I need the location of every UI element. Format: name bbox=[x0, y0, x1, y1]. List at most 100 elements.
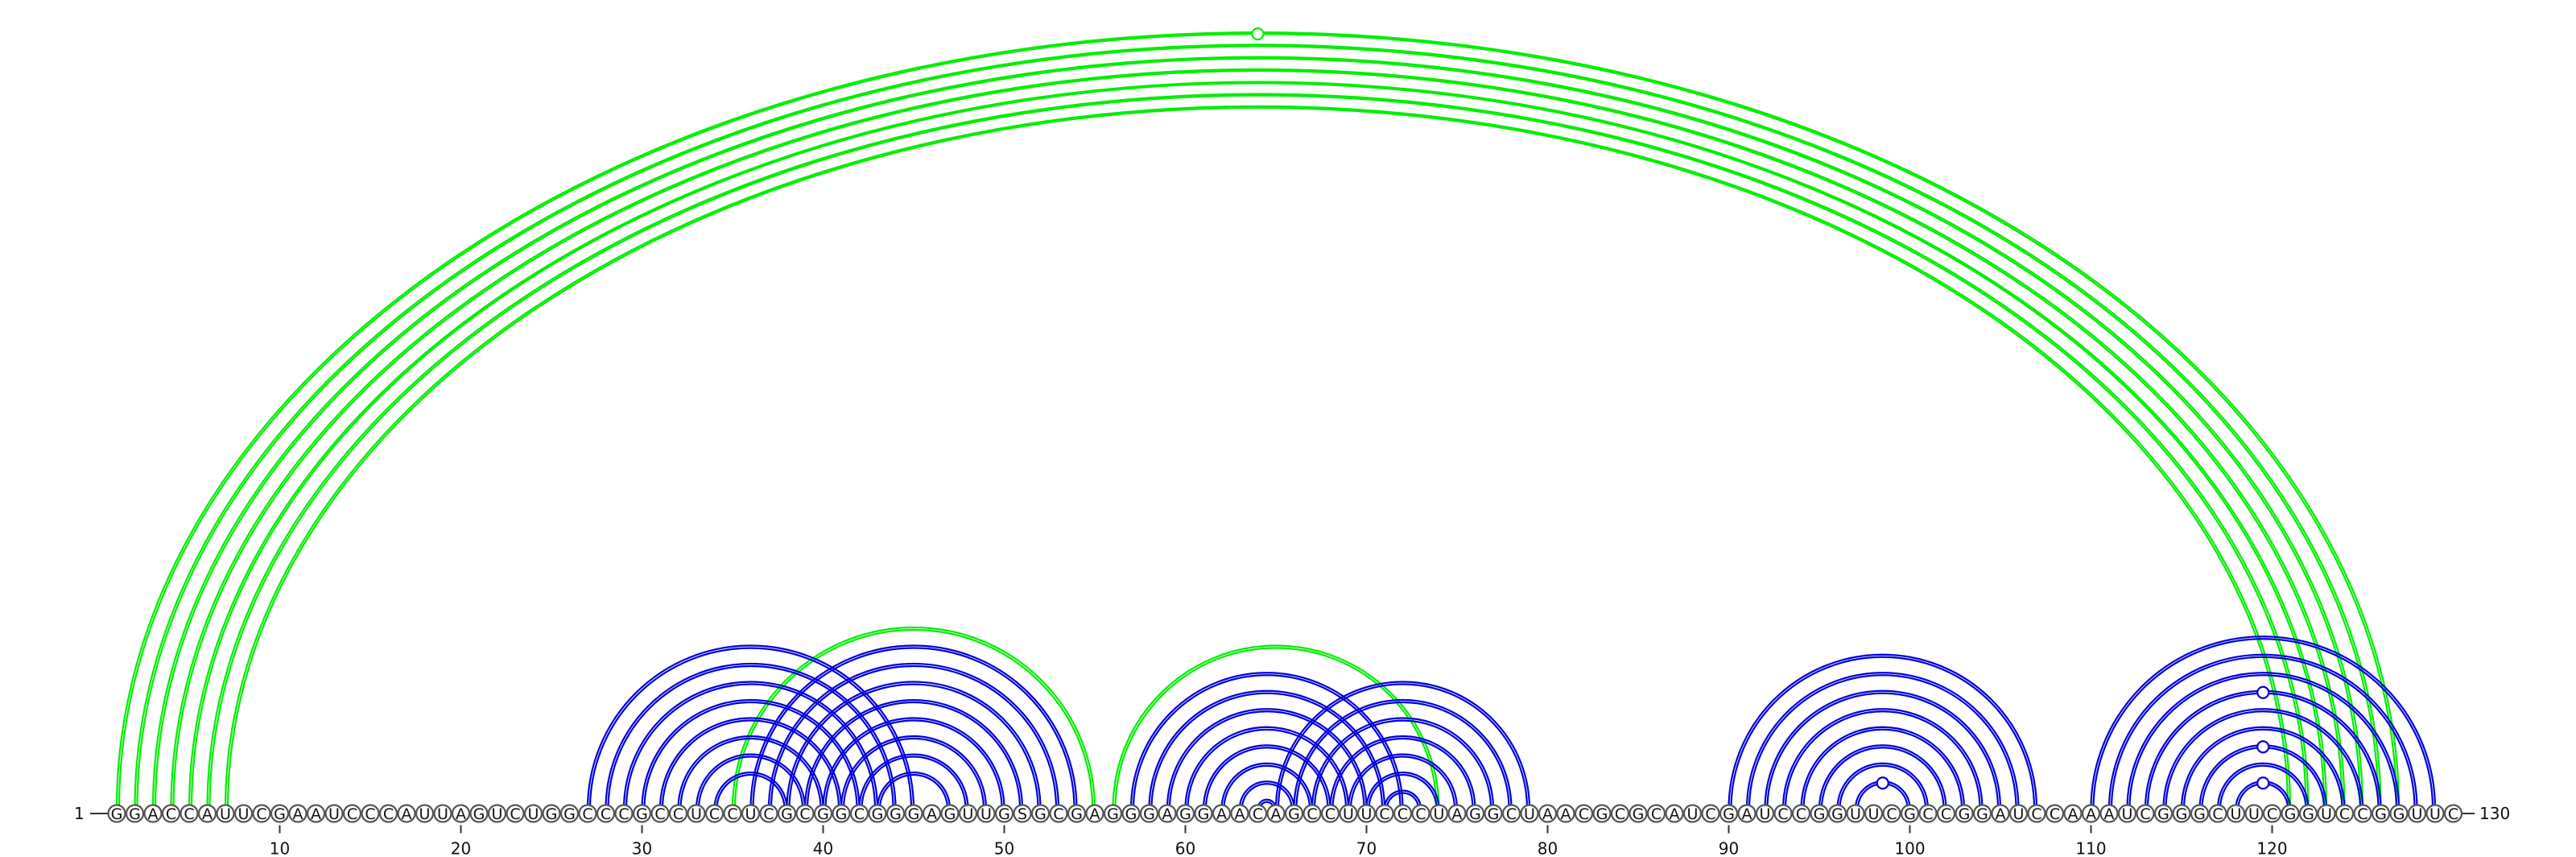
blue-arc-line-42-48 bbox=[858, 753, 969, 809]
nucleotide-letter-67: C bbox=[1307, 805, 1317, 823]
nucleotide-99: C bbox=[1882, 804, 1901, 823]
nucleotide-circle-110 bbox=[2081, 804, 2101, 823]
nucleotide-106: U bbox=[2008, 804, 2029, 823]
blue-arc-line-inner-63-66 bbox=[1241, 783, 1293, 809]
nucleotide-letter-63: A bbox=[1235, 805, 1245, 823]
nucleotide-124: C bbox=[2334, 804, 2355, 823]
nucleotide-45: G bbox=[904, 804, 923, 823]
nucleotide-letter-114: G bbox=[2157, 805, 2169, 823]
blue-arc-line-inner-61-68 bbox=[1204, 747, 1329, 809]
blue-arc-39-51 bbox=[803, 698, 1024, 809]
blue-arc-line-inner-67-77 bbox=[1313, 719, 1492, 809]
blue-arc-line-67-77 bbox=[1311, 717, 1495, 809]
nucleotide-109: A bbox=[2063, 804, 2083, 823]
nucleotide-letter-118: U bbox=[2231, 805, 2242, 823]
nucleotide-circle-72 bbox=[1393, 804, 1413, 823]
nucleotide-81: A bbox=[1556, 804, 1575, 823]
nucleotide-circle-126 bbox=[2371, 804, 2391, 823]
blue-arc-line-inner-38-52 bbox=[788, 683, 1039, 809]
blue-arc-59-70 bbox=[1166, 708, 1368, 809]
nucleotide-circle-60 bbox=[1175, 804, 1195, 823]
blue-arc-29-43 bbox=[622, 681, 879, 809]
nucleotide-circle-40 bbox=[813, 804, 833, 823]
nucleotide-circle-42 bbox=[849, 804, 869, 823]
blue-arc-line-58-71 bbox=[1148, 689, 1386, 809]
nucleotide-letter-78: C bbox=[1506, 805, 1517, 823]
nucleotide-circle-51 bbox=[1013, 804, 1032, 823]
nucleotide-circle-43 bbox=[868, 804, 887, 823]
nucleotide-78: C bbox=[1501, 804, 1521, 823]
nucleotide-90: G bbox=[1719, 804, 1739, 823]
nucleotide-circle-63 bbox=[1230, 804, 1249, 823]
blue-arc-line-115-124 bbox=[2180, 726, 2346, 809]
nucleotide-108: C bbox=[2045, 804, 2065, 823]
green-arc-line-inner-56-74 bbox=[1114, 647, 1438, 809]
blue-arc-90-107 bbox=[1728, 653, 2038, 809]
tick-label-20: 20 bbox=[451, 839, 471, 857]
nucleotide-circle-106 bbox=[2008, 804, 2029, 823]
blue-arc-95-102 bbox=[1818, 744, 1947, 809]
blue-arc-line-112-127 bbox=[2126, 672, 2401, 809]
nucleotide-letter-19: U bbox=[437, 805, 448, 823]
green-arc-line-3-125 bbox=[151, 56, 2364, 809]
blue-arc-110-129 bbox=[2090, 636, 2437, 809]
nucleotide-circle-33 bbox=[687, 804, 706, 823]
nucleotide-letter-33: U bbox=[691, 805, 702, 823]
blue-arc-line-inner-92-105 bbox=[1766, 692, 2000, 809]
blue-arc-38-52 bbox=[786, 681, 1042, 809]
blue-arc-line-63-66 bbox=[1238, 780, 1295, 809]
blue-arc-71-73 bbox=[1383, 789, 1422, 809]
nucleotide-letter-53: C bbox=[1053, 805, 1063, 823]
nucleotide-letter-112: U bbox=[2122, 805, 2133, 823]
nucleotide-19: U bbox=[433, 804, 452, 823]
nucleotide-123: U bbox=[2317, 804, 2336, 823]
nucleotide-63: A bbox=[1230, 804, 1249, 823]
nucleotide-75: A bbox=[1447, 804, 1467, 823]
nucleotide-letter-90: G bbox=[1723, 805, 1735, 823]
nucleotide-60: G bbox=[1175, 804, 1195, 823]
blue-arc-line-inner-43-47 bbox=[878, 773, 949, 809]
nucleotide-65: A bbox=[1266, 804, 1286, 823]
nucleotide-101: C bbox=[1918, 804, 1938, 823]
nucleotide-circle-119 bbox=[2244, 804, 2264, 823]
nucleotide-circle-77 bbox=[1484, 804, 1503, 823]
ticks-layer: 10 20 30 40 50 60 70 80 90 100 110 120 bbox=[270, 825, 2288, 857]
green-arc-6-122 bbox=[206, 93, 2310, 809]
nucleotide-circle-84 bbox=[1610, 804, 1630, 823]
blue-arc-32-40 bbox=[677, 735, 824, 809]
nucleotide-circle-70 bbox=[1356, 804, 1377, 823]
nucleotide-letter-25: G bbox=[546, 805, 558, 823]
blue-arc-line-inner-36-54 bbox=[752, 647, 1075, 809]
blue-arc-40-50 bbox=[822, 717, 1005, 809]
nucleotide-52: G bbox=[1030, 804, 1051, 823]
nucleotide-circle-89 bbox=[1701, 804, 1720, 823]
nucleotide-10: G bbox=[270, 804, 290, 823]
blue-arc-line-inner-57-72 bbox=[1132, 674, 1402, 809]
nucleotide-letter-47: G bbox=[944, 805, 956, 823]
nucleotide-letter-83: G bbox=[1596, 805, 1608, 823]
blue-arc-line-inner-39-51 bbox=[806, 701, 1022, 809]
arcs-layer bbox=[115, 27, 2437, 809]
nucleotide-circle-45 bbox=[904, 804, 923, 823]
blue-arc-111-128 bbox=[2107, 653, 2418, 809]
blue-arc-line-inner-71-73 bbox=[1385, 792, 1420, 809]
nucleotide-letter-81: A bbox=[1561, 805, 1571, 823]
nucleotide-64: C bbox=[1248, 804, 1268, 823]
nucleotide-121: G bbox=[2281, 804, 2300, 823]
nucleotide-27: C bbox=[578, 804, 597, 823]
nucleotide-letter-101: C bbox=[1922, 805, 1933, 823]
blue-arc-65-79 bbox=[1274, 681, 1531, 809]
nucleotide-48: U bbox=[958, 804, 978, 823]
nucleotide-circle-69 bbox=[1339, 804, 1358, 823]
nucleotide-44: G bbox=[886, 804, 906, 823]
blue-arc-line-inner-70-74 bbox=[1368, 773, 1438, 809]
nucleotide-letter-41: G bbox=[836, 805, 848, 823]
nucleotide-circle-58 bbox=[1139, 804, 1159, 823]
nucleotide-57: G bbox=[1121, 804, 1141, 823]
blue-arc-94-103 bbox=[1800, 726, 1966, 809]
nucleotide-circle-30 bbox=[632, 804, 652, 823]
tick-label-40: 40 bbox=[813, 839, 833, 857]
nucleotide-circle-37 bbox=[759, 804, 778, 823]
blue-arc-line-28-44 bbox=[605, 662, 897, 809]
